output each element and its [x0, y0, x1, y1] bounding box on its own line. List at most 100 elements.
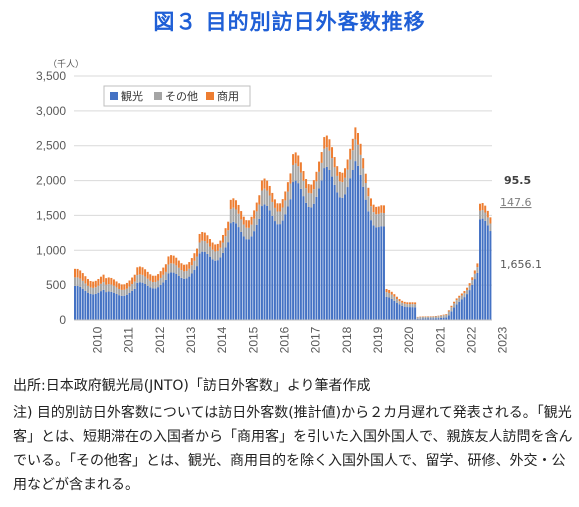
bar-tourism	[276, 224, 279, 320]
bar-other	[92, 287, 95, 295]
y-tick-label: 3,000	[36, 104, 66, 118]
bar-other	[416, 317, 419, 319]
bar-business	[331, 147, 334, 159]
bar-other	[481, 210, 484, 219]
bar-business	[445, 314, 448, 315]
bar-tourism	[447, 315, 450, 320]
bar-other	[344, 177, 347, 195]
bar-other	[427, 316, 430, 319]
bar-business	[185, 264, 188, 271]
y-tick-label: 0	[59, 313, 66, 327]
bar-business	[180, 263, 183, 271]
bar-business	[141, 267, 144, 275]
bar-business	[112, 279, 115, 286]
bar-tourism	[240, 231, 243, 320]
bar-business	[105, 278, 108, 285]
bar-business	[476, 263, 479, 268]
bar-business	[336, 166, 339, 176]
bar-business	[271, 192, 274, 202]
bar-tourism	[312, 203, 315, 320]
bar-tourism	[84, 290, 87, 320]
bar-business	[240, 211, 243, 220]
bar-tourism	[128, 292, 131, 320]
bar-business	[440, 315, 443, 316]
bar-business	[157, 274, 160, 281]
bar-tourism	[237, 227, 240, 320]
bar-tourism	[390, 298, 393, 320]
bar-tourism	[183, 278, 186, 320]
bar-tourism	[149, 287, 152, 320]
bar-tourism	[154, 288, 157, 320]
y-tick-label: 1,000	[36, 243, 66, 257]
bar-other	[240, 219, 243, 232]
bar-other	[419, 317, 422, 319]
bar-other	[94, 287, 97, 294]
bar-tourism	[255, 224, 258, 320]
bar-tourism	[440, 317, 443, 320]
bar-business	[234, 200, 237, 210]
bar-business	[395, 296, 398, 300]
bar-other	[434, 316, 437, 319]
bar-tourism	[362, 186, 365, 320]
bar-tourism	[305, 202, 308, 320]
annotation-other: 147.6	[500, 196, 532, 209]
bar-other	[164, 271, 167, 280]
bar-business	[354, 127, 357, 140]
bar-tourism	[268, 210, 271, 320]
bar-tourism	[369, 220, 372, 320]
bar-other	[263, 188, 266, 205]
legend-box	[103, 85, 251, 107]
bar-tourism	[367, 211, 370, 320]
bar-other	[112, 285, 115, 293]
bar-business	[323, 137, 326, 149]
bar-other	[180, 270, 183, 278]
bar-series	[74, 127, 492, 320]
bar-business	[325, 135, 328, 148]
bar-other	[268, 195, 271, 211]
bar-business	[463, 290, 466, 294]
bar-tourism	[229, 223, 232, 320]
bar-other	[289, 183, 292, 200]
bar-other	[346, 169, 349, 188]
bar-business	[385, 288, 388, 293]
bar-other	[118, 288, 121, 296]
bar-tourism	[437, 318, 440, 320]
bar-other	[299, 172, 302, 189]
bar-business	[333, 157, 336, 168]
bar-business	[216, 243, 219, 251]
bar-other	[364, 183, 367, 200]
bar-tourism	[125, 294, 128, 320]
bar-tourism	[234, 223, 237, 320]
bar-tourism	[434, 318, 437, 320]
bar-other	[151, 281, 154, 289]
bar-business	[227, 221, 230, 231]
bar-business	[268, 185, 271, 196]
bar-business	[479, 203, 482, 211]
bar-other	[375, 214, 378, 228]
bar-other	[175, 265, 178, 274]
bar-tourism	[338, 197, 341, 320]
bar-tourism	[227, 242, 230, 320]
bar-other	[258, 204, 261, 219]
bar-tourism	[76, 285, 79, 320]
bar-tourism	[442, 317, 445, 320]
x-tick-label: 2022	[464, 326, 478, 353]
bar-tourism	[203, 251, 206, 320]
bar-other	[471, 280, 474, 285]
bar-tourism	[232, 221, 235, 320]
bar-other	[115, 287, 118, 294]
bar-tourism	[247, 239, 250, 320]
bar-business	[447, 310, 450, 312]
bar-business	[196, 248, 199, 257]
bar-business	[209, 239, 212, 247]
bar-other	[486, 217, 489, 226]
bar-other	[453, 303, 456, 308]
x-tick-label: 2021	[433, 326, 447, 353]
bar-tourism	[318, 188, 321, 320]
bar-other	[86, 285, 89, 293]
bar-business	[107, 277, 110, 285]
bar-other	[154, 281, 157, 289]
bar-other	[271, 201, 274, 216]
bar-other	[458, 297, 461, 302]
bar-other	[76, 277, 79, 286]
